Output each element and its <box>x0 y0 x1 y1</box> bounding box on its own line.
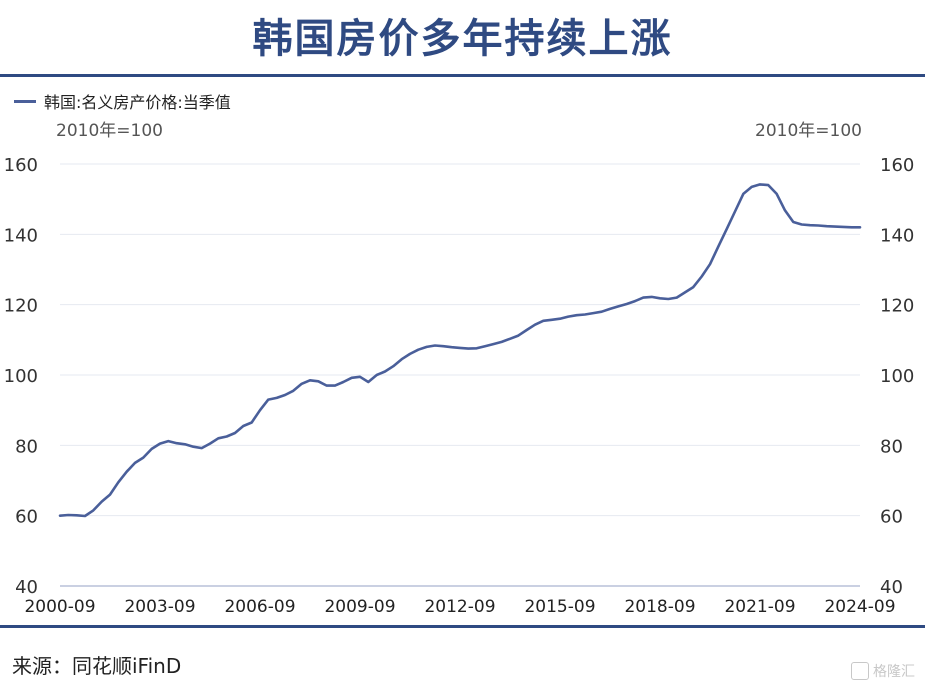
x-tick-label: 2009-09 <box>324 597 395 617</box>
page-title: 韩国房价多年持续上涨 <box>252 16 673 62</box>
y-tick-label-right: 120 <box>880 296 914 317</box>
y-tick-label-left: 120 <box>4 296 38 317</box>
x-tick-label: 2015-09 <box>524 597 595 617</box>
header-divider <box>0 74 925 77</box>
y-tick-label-left: 40 <box>15 577 38 598</box>
watermark-text: 格隆汇 <box>873 664 915 680</box>
y-tick-label-right: 80 <box>880 436 903 457</box>
left-axis-unit: 2010年=100 <box>56 121 163 141</box>
source-note: 来源：同花顺iFinD <box>12 654 182 678</box>
y-tick-label-left: 160 <box>4 155 38 176</box>
x-tick-label: 2021-09 <box>724 597 795 617</box>
y-tick-label-right: 160 <box>880 155 914 176</box>
y-tick-label-right: 100 <box>880 366 914 387</box>
watermark-logo-icon <box>851 662 869 680</box>
y-tick-label-right: 60 <box>880 507 903 528</box>
x-tick-label: 2018-09 <box>624 597 695 617</box>
x-tick-label: 2024-09 <box>824 597 895 617</box>
legend-swatch <box>14 99 36 103</box>
y-tick-label-left: 80 <box>15 436 38 457</box>
footer-divider <box>0 625 925 628</box>
y-tick-label-left: 100 <box>4 366 38 387</box>
chart-legend: 韩国:名义房产价格:当季值 <box>14 89 231 113</box>
x-tick-label: 2012-09 <box>424 597 495 617</box>
x-tick-label: 2006-09 <box>224 597 295 617</box>
right-axis-unit: 2010年=100 <box>755 121 862 141</box>
line-chart: 40 40 60 60 80 80 100 100 120 120 140 140 160 160 2000… <box>4 155 915 617</box>
y-tick-label-right: 140 <box>880 225 914 246</box>
y-tick-label-left: 60 <box>15 507 38 528</box>
y-tick-label-left: 140 <box>4 225 38 246</box>
x-tick-label: 2003-09 <box>124 597 195 617</box>
y-tick-label-right: 40 <box>880 577 903 598</box>
series-line <box>58 183 862 518</box>
x-tick-label: 2000-09 <box>24 597 95 617</box>
watermark: 格隆汇 <box>851 661 915 681</box>
legend-label: 韩国:名义房产价格:当季值 <box>44 93 231 112</box>
